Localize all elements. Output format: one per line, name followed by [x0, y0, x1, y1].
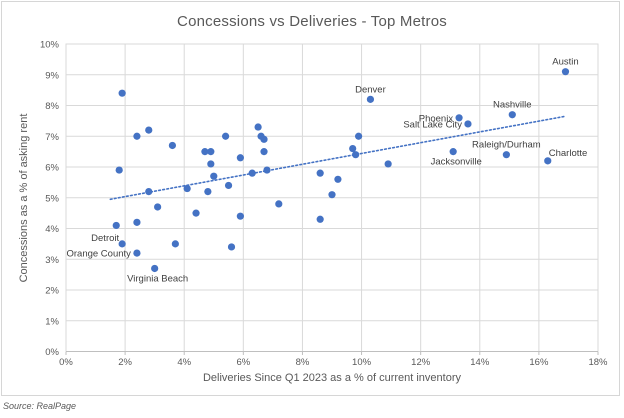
- x-axis-title: Deliveries Since Q1 2023 as a % of curre…: [202, 372, 462, 384]
- y-axis-title: Concessions as a % of asking rent: [18, 113, 30, 283]
- data-point: [449, 148, 457, 156]
- x-tick-label: 12%: [411, 357, 431, 368]
- data-point: [502, 151, 510, 159]
- data-point-label: Austin: [552, 57, 578, 68]
- data-point: [316, 169, 324, 177]
- data-point-label: Charlotte: [549, 148, 588, 159]
- data-point-label: Denver: [355, 84, 386, 95]
- data-point: [355, 132, 363, 140]
- data-point: [328, 191, 336, 199]
- data-point: [508, 111, 516, 119]
- data-point: [133, 218, 141, 226]
- data-point: [316, 215, 324, 223]
- x-tick-label: 8%: [296, 357, 310, 368]
- data-point: [204, 188, 212, 196]
- y-tick-label: 4%: [45, 224, 59, 235]
- source-note: Source: RealPage: [3, 401, 77, 411]
- data-point: [236, 154, 244, 162]
- x-tick-label: 10%: [352, 357, 372, 368]
- data-point: [112, 221, 120, 230]
- data-point: [384, 160, 392, 168]
- data-point-label: Raleigh/Durham: [472, 140, 541, 151]
- data-point: [455, 114, 463, 122]
- x-tick-label: 0%: [59, 357, 73, 368]
- x-tick-label: 4%: [177, 357, 191, 368]
- y-tick-label: 3%: [45, 255, 59, 266]
- y-tick-label: 0%: [45, 347, 59, 358]
- y-tick-label: 9%: [45, 70, 59, 81]
- data-point: [133, 132, 141, 140]
- data-point: [145, 188, 153, 196]
- data-point: [207, 148, 215, 156]
- x-tick-label: 2%: [118, 357, 132, 368]
- data-point: [133, 249, 141, 257]
- data-point: [118, 89, 126, 97]
- data-point-label: Nashville: [493, 100, 532, 111]
- data-point: [192, 209, 200, 217]
- data-point: [207, 160, 215, 168]
- data-point: [183, 184, 191, 193]
- data-point: [248, 169, 256, 177]
- data-point: [263, 166, 271, 174]
- data-point: [171, 240, 179, 248]
- x-tick-label: 16%: [529, 357, 549, 368]
- data-point: [118, 240, 126, 248]
- data-point: [154, 203, 162, 211]
- chart-frame: [1, 1, 620, 396]
- data-point-label: Virginia Beach: [127, 273, 188, 284]
- y-tick-label: 8%: [45, 101, 59, 112]
- data-point: [145, 126, 153, 134]
- data-point: [544, 157, 552, 165]
- data-point: [210, 172, 218, 180]
- y-tick-label: 6%: [45, 163, 59, 174]
- data-point: [254, 123, 262, 131]
- data-point: [275, 200, 283, 208]
- data-point: [464, 120, 472, 128]
- y-tick-label: 1%: [45, 316, 59, 327]
- data-point: [352, 151, 360, 159]
- data-point: [115, 166, 123, 174]
- data-point: [227, 243, 236, 251]
- trendline: [109, 115, 567, 201]
- data-point-label: Phoenix: [419, 113, 454, 124]
- y-tick-label: 5%: [45, 193, 59, 204]
- data-point: [201, 148, 209, 156]
- data-point-label: Jacksonville: [431, 157, 482, 168]
- data-point: [349, 144, 357, 153]
- y-tick-label: 2%: [45, 286, 59, 297]
- data-point: [260, 148, 268, 156]
- y-tick-label: 10%: [40, 40, 60, 51]
- data-point: [260, 135, 268, 143]
- data-point-label: Orange County: [66, 249, 131, 260]
- data-point: [561, 68, 570, 76]
- chart-title: Concessions vs Deliveries - Top Metros: [177, 13, 447, 30]
- data-point: [334, 175, 342, 183]
- data-point-label: Salt Lake City: [403, 119, 462, 130]
- data-point: [366, 95, 375, 103]
- x-tick-label: 6%: [236, 357, 250, 368]
- data-point: [236, 212, 244, 220]
- x-tick-label: 14%: [470, 357, 490, 368]
- data-point: [222, 132, 230, 140]
- x-tick-label: 18%: [588, 357, 608, 368]
- y-tick-label: 7%: [45, 132, 59, 143]
- data-point: [151, 264, 159, 273]
- data-point-label: Detroit: [91, 233, 119, 244]
- data-point: [224, 181, 233, 190]
- data-point: [168, 141, 176, 150]
